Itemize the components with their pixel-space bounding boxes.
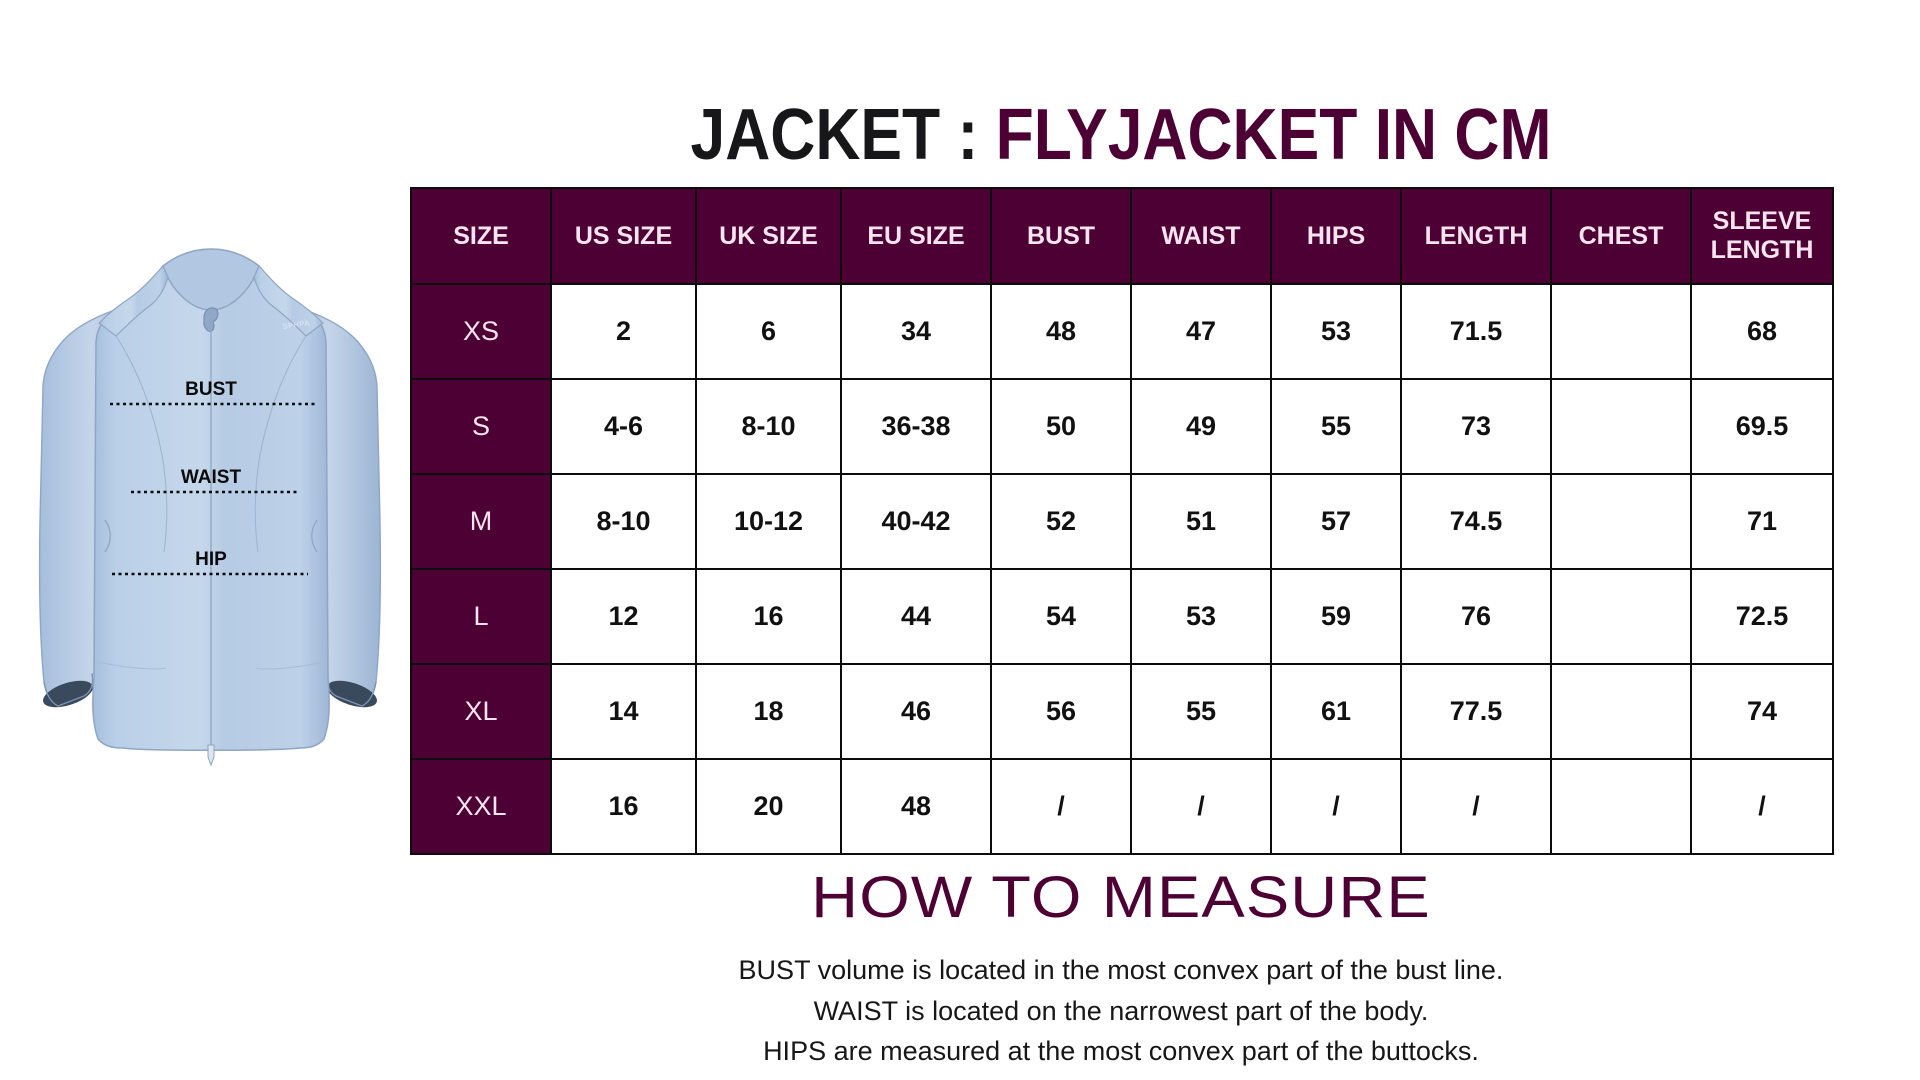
svg-text:HIP: HIP [195, 549, 227, 570]
svg-text:BUST: BUST [185, 379, 237, 400]
svg-text:WAIST: WAIST [181, 467, 242, 488]
